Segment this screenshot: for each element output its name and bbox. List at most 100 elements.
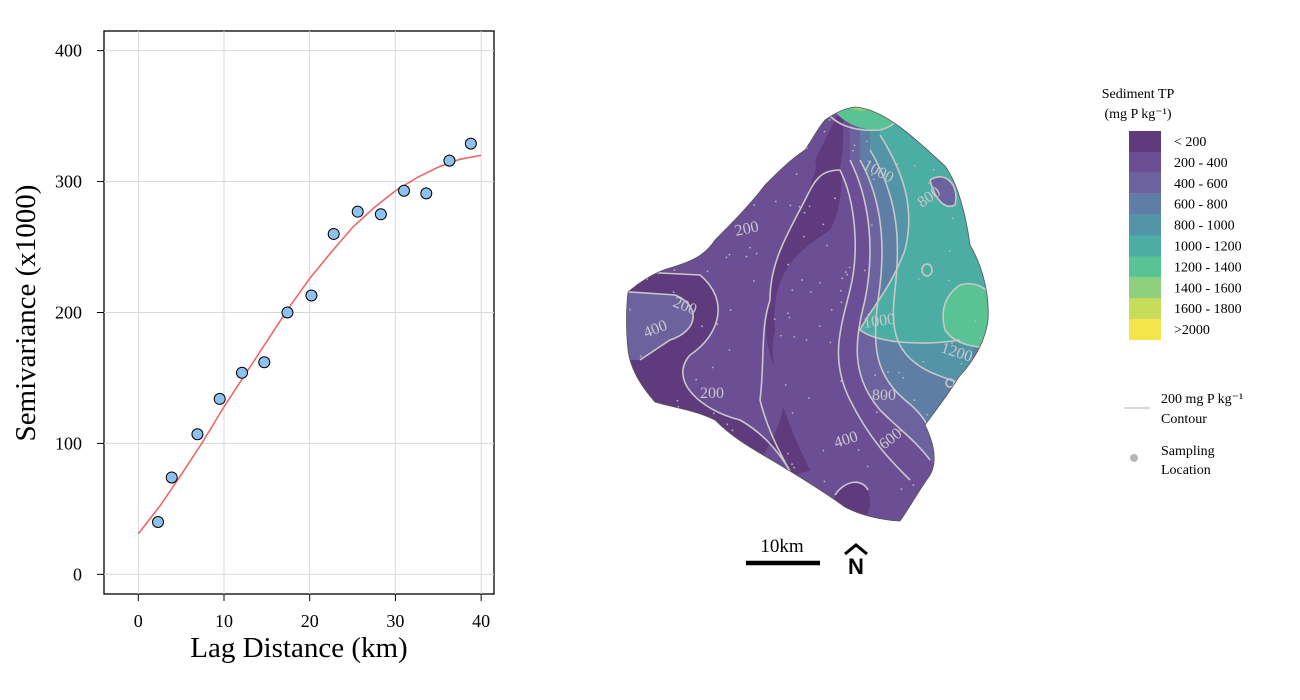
sampling-location	[834, 197, 836, 200]
sampling-location	[953, 152, 955, 154]
sampling-location	[899, 429, 902, 432]
data-point	[213, 392, 226, 405]
sampling-location	[805, 339, 808, 341]
sampling-location	[742, 117, 745, 120]
data-point	[464, 137, 477, 150]
sampling-location	[657, 488, 660, 491]
sampling-location	[932, 517, 934, 519]
data-point	[420, 187, 433, 200]
sampling-location	[678, 200, 680, 203]
sampling-location	[711, 366, 714, 369]
sampling-location	[674, 407, 677, 410]
sampling-location	[938, 506, 940, 508]
contour-label: 200	[733, 218, 760, 240]
legend-class-label: >2000	[1174, 323, 1210, 338]
data-point	[327, 227, 340, 240]
sampling-location	[749, 246, 751, 249]
sampling-location	[676, 399, 679, 402]
y-tick-label: 200	[55, 303, 82, 323]
x-tick-label: 40	[472, 611, 490, 631]
sampling-location	[928, 182, 930, 185]
sampling-location	[701, 325, 703, 328]
x-tick-label: 10	[215, 611, 233, 631]
sampling-location	[798, 205, 801, 208]
sampling-location	[863, 269, 866, 272]
sampling-location	[788, 316, 791, 319]
sampling-location	[962, 461, 965, 464]
sampling-location	[902, 376, 905, 379]
sampling-location	[866, 465, 869, 468]
sampling-location	[797, 515, 799, 517]
sampling-location	[637, 172, 640, 175]
sampling-location	[809, 291, 812, 293]
sampling-location	[754, 509, 756, 512]
zone-400-600-west	[626, 290, 694, 360]
legend-class-label: 400 - 600	[1174, 177, 1228, 192]
sampling-location	[823, 480, 826, 483]
sampling-location	[803, 211, 806, 214]
sampling-location	[715, 471, 717, 474]
sampling-location	[852, 149, 854, 152]
sampling-location	[900, 488, 903, 490]
sampling-location	[918, 278, 920, 280]
sampling-location	[801, 279, 803, 281]
sampling-location	[647, 260, 650, 263]
sampling-location	[673, 269, 676, 271]
sampling-location	[848, 266, 851, 269]
sampling-location	[951, 217, 954, 220]
sampling-location	[774, 200, 777, 203]
sampling-location	[793, 466, 796, 469]
zone-400-600-ne	[930, 176, 956, 207]
legend-swatch	[1129, 131, 1161, 152]
sampling-location	[692, 129, 695, 132]
legend-class-label: 800 - 1000	[1174, 219, 1235, 234]
data-point	[165, 471, 178, 484]
map-surface	[626, 107, 989, 521]
sampling-location	[898, 371, 900, 374]
sampling-location	[731, 429, 734, 432]
variogram-model-curve	[137, 154, 482, 535]
sampling-location	[874, 374, 876, 377]
sampling-location	[765, 487, 767, 490]
sampling-location	[769, 122, 772, 124]
sampling-location	[871, 224, 873, 227]
sampling-location	[688, 109, 691, 112]
map-outline	[626, 106, 989, 522]
sampling-location	[793, 336, 796, 338]
sampling-location	[840, 290, 842, 292]
sampling-location	[979, 336, 982, 339]
sampling-location	[819, 281, 821, 284]
sampling-location	[883, 395, 886, 397]
legend-title: Sediment TP	[1102, 87, 1175, 102]
sampling-location	[795, 173, 798, 176]
north-arrow-icon	[844, 543, 868, 556]
sampling-location	[867, 313, 870, 316]
contour-label: 400	[832, 428, 860, 452]
y-tick-label: 400	[55, 41, 82, 61]
sampling-location	[660, 167, 663, 169]
legend-unit: (mg P kg⁻¹)	[1104, 107, 1171, 122]
data-point	[374, 208, 387, 221]
y-tick-label: 300	[55, 172, 82, 192]
x-tick-label: 0	[134, 611, 143, 631]
sampling-location	[696, 233, 698, 236]
sampling-location	[695, 378, 698, 381]
sampling-location	[728, 253, 731, 256]
sampling-location	[729, 309, 732, 312]
legend-sampling-line2: Location	[1161, 463, 1211, 478]
sampling-location	[896, 163, 899, 165]
sampling-location	[641, 268, 644, 271]
sampling-location	[922, 361, 925, 363]
sampling-location	[840, 380, 842, 382]
sampling-location	[948, 250, 951, 253]
sampling-location	[802, 235, 805, 238]
north-label: N	[848, 554, 864, 579]
sampling-location	[841, 277, 844, 280]
data-point	[258, 356, 271, 369]
sampling-location	[932, 168, 935, 171]
zone-1200-1400	[825, 107, 989, 347]
sampling-location	[975, 467, 977, 470]
legend-class-label: 600 - 800	[1174, 198, 1228, 213]
sampling-location	[974, 320, 977, 322]
